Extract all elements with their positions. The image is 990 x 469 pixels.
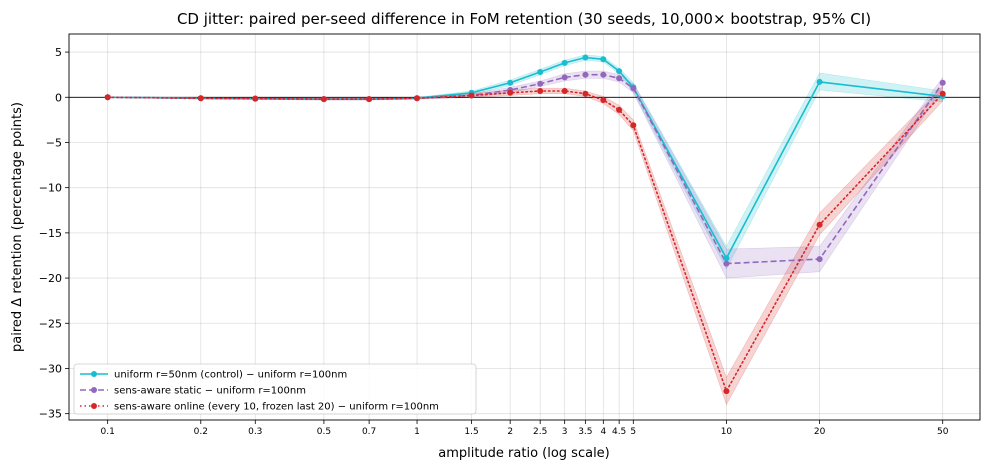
x-tick-label: 10 [721,427,733,437]
y-tick-label: −25 [39,317,62,330]
x-tick-label: 3 [562,427,568,437]
legend: uniform r=50nm (control) − uniform r=100… [73,363,477,415]
series-2-point [723,260,730,267]
series-1-point [507,79,514,86]
legend-box [73,363,477,415]
legend-label-3: sens-aware online (every 10, frozen last… [114,402,439,413]
x-tick-label: 2 [507,427,513,437]
series-1-point [582,54,589,61]
series-3-point [723,388,730,395]
x-axis-label: amplitude ratio (log scale) [438,446,610,461]
x-tick-label: 0.5 [317,427,331,437]
legend-marker-3 [91,403,97,409]
x-tick-label: 3.5 [578,427,592,437]
x-tick-label: 4.5 [612,427,626,437]
series-1-point [816,78,823,85]
x-tick-label: 0.3 [248,427,262,437]
series-marker-layer [104,54,946,395]
x-axis-ticks: 0.1 0.2 0.3 0.5 0.7 1 1.5 2 2.5 3 3.5 4 4.5 5 10 20 50 [100,420,949,437]
y-tick-label: −15 [39,227,62,240]
x-tick-label: 0.7 [362,427,376,437]
legend-marker-1 [91,371,97,377]
series-3-point [537,88,544,94]
series-1-point [616,68,623,75]
series-3-point [320,96,327,103]
legend-marker-2 [91,387,97,393]
y-tick-label: −20 [39,272,62,285]
series-2-point [582,71,589,78]
y-tick-label: −10 [39,182,62,195]
x-tick-label: 1.5 [464,427,478,437]
x-tick-label: 20 [814,427,826,437]
series-1-point [723,255,730,262]
x-tick-label: 0.2 [194,427,208,437]
series-3-point [104,94,111,101]
x-tick-label: 1 [414,427,420,437]
series-3-point [939,90,946,97]
series-3-point [630,122,637,129]
y-tick-label: 0 [55,91,62,104]
x-tick-label: 4 [600,427,606,437]
series-3-point [582,90,589,97]
series-3-point [507,89,514,96]
series-1-point [561,59,568,66]
x-tick-label: 5 [630,427,636,437]
series-2-point [600,71,607,78]
y-tick-label: −35 [39,408,62,421]
y-axis-label: paired Δ retention (percentage points) [10,102,25,352]
series-3-point [366,96,373,103]
y-tick-label: 5 [55,46,62,59]
series-2-point [939,79,946,86]
series-3-point [816,221,823,228]
plot-frame [68,33,981,421]
chart-title: CD jitter: paired per-seed difference in… [177,10,871,28]
y-tick-label: −5 [46,136,62,149]
series-3-point [561,88,568,94]
x-tick-label: 0.1 [100,427,114,437]
series-2-point [537,80,544,87]
y-axis-ticks: 5 0 −5 −10 −15 −20 −25 −30 −35 [39,46,69,421]
series-3-point [197,95,204,102]
series-3-point [252,95,259,102]
series-2-point [816,256,823,263]
x-tick-label: 50 [937,427,949,437]
legend-label-2: sens-aware static − uniform r=100nm [114,386,306,397]
y-tick-label: −30 [39,362,62,375]
series-1-point [600,56,607,63]
series-1-point [537,69,544,75]
series-3-point [468,92,475,99]
series-2-point [561,74,568,81]
series-3-point [600,97,607,103]
series-3-point [616,106,623,113]
x-tick-label: 2.5 [533,427,547,437]
series-2-point [630,85,637,92]
series-2-point [616,75,623,82]
legend-label-1: uniform r=50nm (control) − uniform r=100… [114,370,347,381]
series-3-point [414,95,420,102]
